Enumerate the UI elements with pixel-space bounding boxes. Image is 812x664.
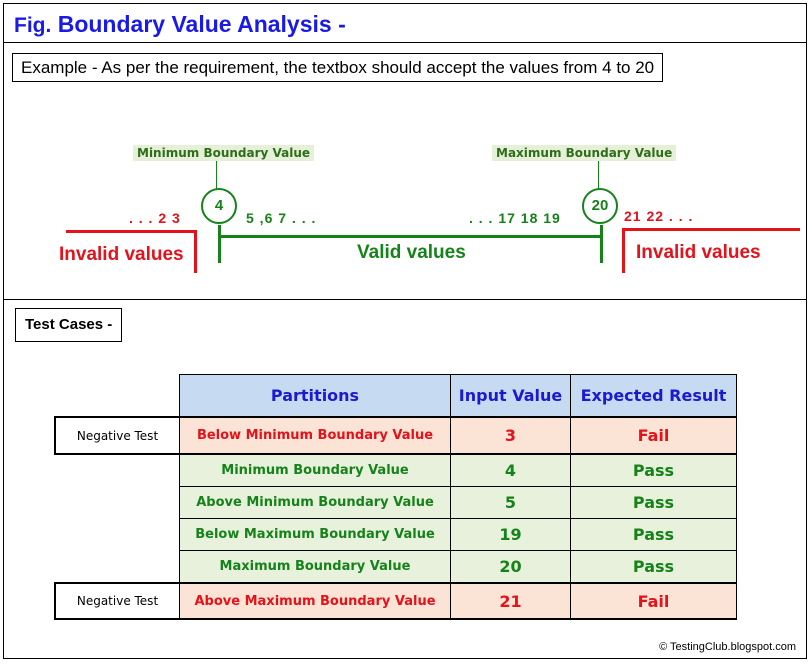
valid-left-end bbox=[218, 225, 221, 263]
max-value-circle: 20 bbox=[582, 188, 618, 224]
header-partitions: Partitions bbox=[179, 374, 451, 418]
value-cell: 4 bbox=[450, 453, 571, 487]
title-bar: Fig. Boundary Value Analysis - bbox=[4, 4, 806, 43]
value-cell: 20 bbox=[450, 550, 571, 584]
header-input-value: Input Value bbox=[450, 374, 571, 418]
result-cell: Pass bbox=[570, 486, 737, 519]
invalid-right-line bbox=[622, 228, 800, 231]
page-title: Fig. Boundary Value Analysis - bbox=[14, 11, 346, 38]
table-row: Minimum Boundary Value 4 Pass bbox=[55, 453, 737, 487]
partition-cell: Below Minimum Boundary Value bbox=[179, 416, 451, 455]
min-boundary-label: Minimum Boundary Value bbox=[133, 145, 315, 161]
left-valid-numbers: 5 ,6 7 . . . bbox=[246, 210, 317, 226]
invalid-left-line bbox=[66, 230, 197, 233]
value-cell: 19 bbox=[450, 518, 571, 551]
table-row: Negative Test Below Minimum Boundary Val… bbox=[54, 416, 737, 455]
min-value-circle: 4 bbox=[201, 188, 237, 224]
group-cell: Negative Test bbox=[54, 582, 180, 620]
table-header-row: Partitions Input Value Expected Result bbox=[55, 374, 737, 418]
result-cell: Pass bbox=[570, 550, 737, 584]
result-cell: Pass bbox=[570, 453, 737, 487]
title-prefix: Fig. bbox=[14, 14, 52, 37]
copyright-footer: © TestingClub.blogspot.com bbox=[659, 641, 796, 653]
invalid-right-label: Invalid values bbox=[636, 242, 761, 263]
partition-cell: Maximum Boundary Value bbox=[179, 550, 451, 584]
table-row: Negative Test Above Maximum Boundary Val… bbox=[54, 582, 737, 620]
partition-cell: Above Minimum Boundary Value bbox=[179, 486, 451, 519]
partition-cell: Minimum Boundary Value bbox=[179, 453, 451, 487]
result-cell: Fail bbox=[570, 416, 737, 455]
min-pointer-line bbox=[216, 161, 217, 189]
valid-label: Valid values bbox=[357, 242, 466, 263]
valid-range-line bbox=[218, 235, 602, 238]
max-pointer-line bbox=[598, 161, 599, 189]
value-cell: 5 bbox=[450, 486, 571, 519]
group-cell bbox=[55, 550, 180, 583]
group-cell: Negative Test bbox=[54, 416, 180, 455]
test-cases-label: Test Cases - bbox=[15, 308, 123, 342]
right-valid-numbers: . . . 17 18 19 bbox=[469, 210, 561, 226]
boundary-diagram: Example - As per the requirement, the te… bbox=[4, 43, 806, 300]
title-text: Boundary Value Analysis - bbox=[57, 11, 346, 37]
group-cell bbox=[55, 486, 180, 519]
group-cell bbox=[55, 454, 180, 487]
figure-frame: Fig. Boundary Value Analysis - Example -… bbox=[3, 3, 807, 659]
value-cell: 3 bbox=[450, 416, 571, 455]
max-boundary-label: Maximum Boundary Value bbox=[492, 145, 677, 161]
result-cell: Fail bbox=[570, 582, 737, 620]
invalid-left-end bbox=[194, 230, 197, 273]
table-row: Below Maximum Boundary Value 19 Pass bbox=[55, 518, 737, 551]
partition-cell: Above Maximum Boundary Value bbox=[179, 582, 451, 620]
test-cases-table: Partitions Input Value Expected Result N… bbox=[54, 374, 737, 620]
valid-right-end bbox=[600, 225, 603, 263]
result-cell: Pass bbox=[570, 518, 737, 551]
table-row: Above Minimum Boundary Value 5 Pass bbox=[55, 486, 737, 519]
value-cell: 21 bbox=[450, 582, 571, 620]
invalid-left-label: Invalid values bbox=[59, 244, 184, 265]
empty-corner bbox=[55, 374, 180, 417]
invalid-right-end bbox=[622, 228, 625, 273]
right-invalid-numbers: 21 22 . . . bbox=[624, 208, 694, 224]
left-invalid-numbers: . . . 2 3 bbox=[129, 210, 181, 226]
table-row: Maximum Boundary Value 20 Pass bbox=[55, 550, 737, 584]
group-cell bbox=[55, 518, 180, 551]
header-expected-result: Expected Result bbox=[570, 374, 737, 418]
partition-cell: Below Maximum Boundary Value bbox=[179, 518, 451, 551]
example-requirement: Example - As per the requirement, the te… bbox=[12, 53, 664, 82]
